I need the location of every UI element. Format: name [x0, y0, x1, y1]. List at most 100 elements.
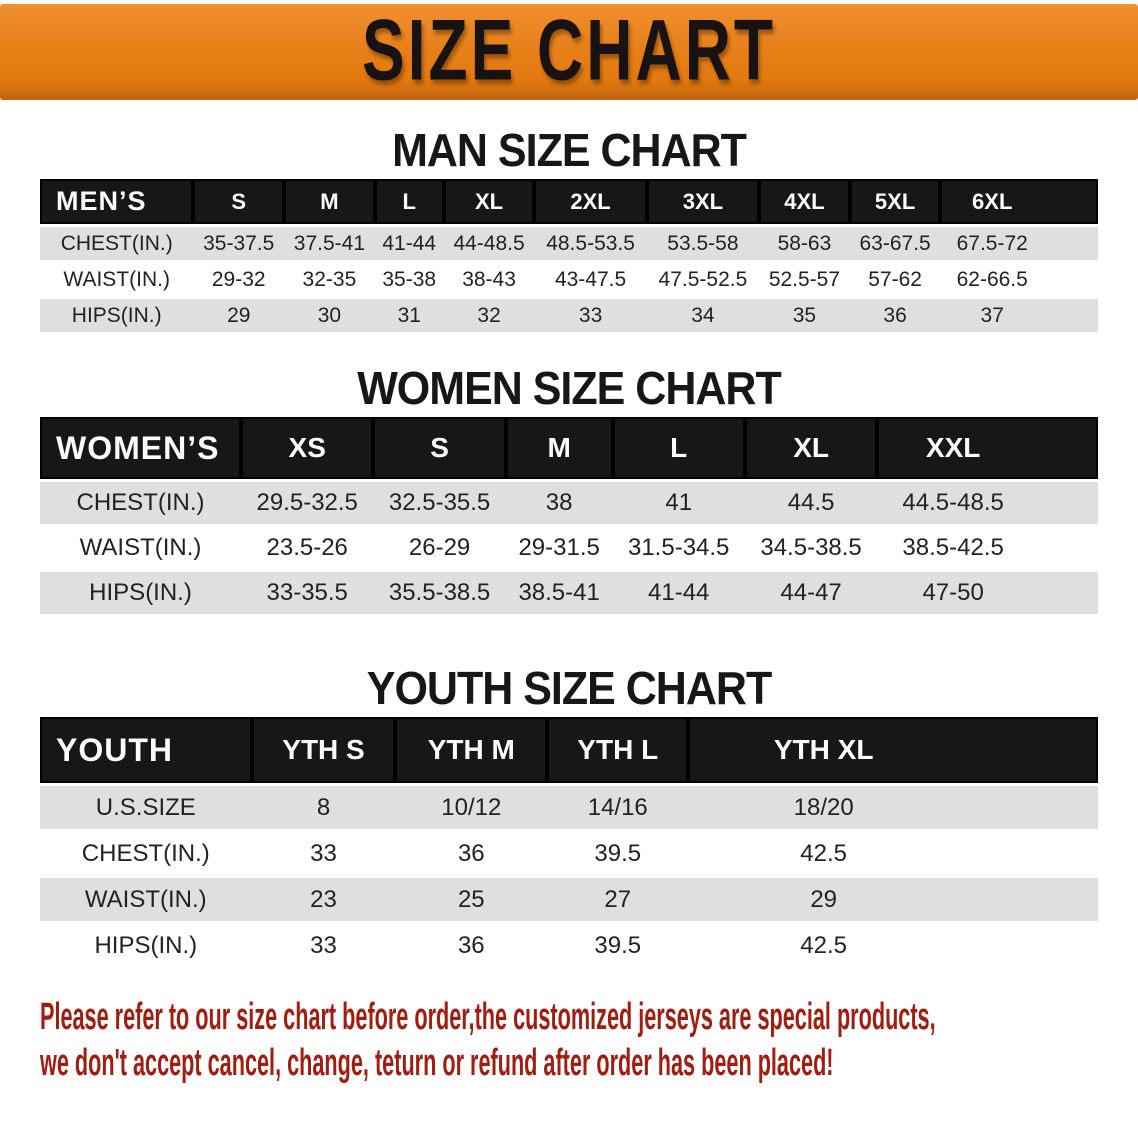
row-label-cell: HIPS(IN.): [40, 572, 242, 614]
value-cell: 44.5-48.5: [877, 482, 1098, 524]
value-cell: 39.5: [547, 924, 689, 967]
value-cell: 42.5: [688, 924, 1098, 967]
value-cell: 47-50: [877, 572, 1098, 614]
warning-line-2: we don't accept cancel, change, teturn o…: [40, 1042, 834, 1084]
table-group-label: YOUTH: [40, 717, 252, 783]
value-cell: 36: [849, 299, 941, 332]
value-cell: 44-48.5: [443, 227, 535, 260]
table-row: HIPS(IN.) 33 36 39.5 42.5: [40, 924, 1098, 967]
size-chart-banner: SIZE CHART: [0, 1, 1138, 100]
size-header-cell: YTH XL: [688, 717, 1098, 783]
warning-line-1: Please refer to our size chart before or…: [40, 996, 936, 1038]
women-size-section: WOMEN SIZE CHART WOMEN’S XS S M L XL XXL CHEST(…: [0, 363, 1138, 617]
women-size-table: WOMEN’S XS S M L XL XXL CHEST(IN.) 29.5-32.5 32.5…: [40, 414, 1098, 617]
value-cell: 33: [251, 924, 396, 967]
table-row: HIPS(IN.) 33-35.5 35.5-38.5 38.5-41 41-44 44-…: [40, 572, 1098, 614]
value-cell: 29-31.5: [505, 527, 613, 569]
value-cell: 29: [193, 299, 285, 332]
value-cell: 8: [251, 786, 396, 829]
table-group-label: WOMEN’S: [40, 417, 242, 479]
row-label-cell: U.S.SIZE: [40, 786, 252, 829]
value-cell: 34: [646, 299, 760, 332]
row-label-cell: HIPS(IN.): [40, 924, 252, 967]
men-section-title-text: MAN SIZE CHART: [392, 125, 747, 177]
youth-size-table: YOUTH YTH S YTH M YTH L YTH XL U.S.SIZE 8 10/12…: [40, 714, 1098, 970]
value-cell: 31.5-34.5: [612, 527, 745, 569]
size-header-cell: XL: [443, 179, 535, 224]
size-header-cell: YTH S: [251, 717, 396, 783]
value-cell: 41-44: [612, 572, 745, 614]
table-header-row: WOMEN’S XS S M L XL XXL: [40, 417, 1098, 479]
row-label-cell: WAIST(IN.): [40, 263, 194, 296]
value-cell: 43-47.5: [534, 263, 647, 296]
value-cell: 29-32: [193, 263, 285, 296]
value-cell: 29.5-32.5: [241, 482, 374, 524]
value-cell: 67.5-72: [940, 227, 1098, 260]
value-cell: 38: [505, 482, 613, 524]
row-label-cell: CHEST(IN.): [40, 227, 194, 260]
value-cell: 36: [395, 924, 548, 967]
value-cell: 38.5-42.5: [877, 527, 1098, 569]
value-cell: 25: [395, 878, 548, 921]
value-cell: 63-67.5: [849, 227, 941, 260]
value-cell: 31: [374, 299, 444, 332]
value-cell: 47.5-52.5: [646, 263, 760, 296]
value-cell: 53.5-58: [646, 227, 760, 260]
value-cell: 37: [940, 299, 1098, 332]
size-header-cell: XL: [744, 417, 878, 479]
size-header-cell: S: [193, 179, 285, 224]
table-group-label: MEN’S: [40, 179, 194, 224]
value-cell: 38-43: [443, 263, 535, 296]
value-cell: 29: [688, 878, 1098, 921]
size-header-cell: L: [374, 179, 444, 224]
value-cell: 26-29: [373, 527, 506, 569]
value-cell: 35.5-38.5: [373, 572, 506, 614]
value-cell: 48.5-53.5: [534, 227, 647, 260]
value-cell: 42.5: [688, 832, 1098, 875]
value-cell: 58-63: [759, 227, 850, 260]
value-cell: 32.5-35.5: [373, 482, 506, 524]
value-cell: 32-35: [284, 263, 375, 296]
value-cell: 33: [534, 299, 647, 332]
value-cell: 41-44: [374, 227, 444, 260]
size-header-cell: 6XL: [940, 179, 1098, 224]
youth-size-section: YOUTH SIZE CHART YOUTH YTH S YTH M YTH L YTH…: [0, 663, 1138, 970]
value-cell: 33: [251, 832, 396, 875]
order-warning-note: Please refer to our size chart before or…: [40, 994, 1138, 1086]
value-cell: 36: [395, 832, 548, 875]
value-cell: 35-37.5: [193, 227, 285, 260]
table-row: CHEST(IN.) 33 36 39.5 42.5: [40, 832, 1098, 875]
value-cell: 14/16: [547, 786, 689, 829]
value-cell: 34.5-38.5: [744, 527, 878, 569]
size-header-cell: M: [284, 179, 375, 224]
table-row: U.S.SIZE 8 10/12 14/16 18/20: [40, 786, 1098, 829]
value-cell: 35-38: [374, 263, 444, 296]
size-header-cell: L: [612, 417, 745, 479]
value-cell: 35: [759, 299, 850, 332]
table-row: WAIST(IN.) 23 25 27 29: [40, 878, 1098, 921]
size-header-cell: XS: [241, 417, 374, 479]
value-cell: 52.5-57: [759, 263, 850, 296]
value-cell: 33-35.5: [241, 572, 374, 614]
table-row: CHEST(IN.) 35-37.5 37.5-41 41-44 44-48.5 48.5…: [40, 227, 1098, 260]
row-label-cell: CHEST(IN.): [40, 832, 252, 875]
size-header-cell: YTH L: [547, 717, 689, 783]
size-header-cell: 2XL: [534, 179, 647, 224]
value-cell: 39.5: [547, 832, 689, 875]
value-cell: 57-62: [849, 263, 941, 296]
row-label-cell: HIPS(IN.): [40, 299, 194, 332]
table-header-row: YOUTH YTH S YTH M YTH L YTH XL: [40, 717, 1098, 783]
value-cell: 27: [547, 878, 689, 921]
table-row: WAIST(IN.) 23.5-26 26-29 29-31.5 31.5-34.5 34…: [40, 527, 1098, 569]
table-row: CHEST(IN.) 29.5-32.5 32.5-35.5 38 41 44.5 44.5…: [40, 482, 1098, 524]
size-header-cell: XXL: [877, 417, 1098, 479]
row-label-cell: CHEST(IN.): [40, 482, 242, 524]
youth-section-title-text: YOUTH SIZE CHART: [366, 663, 772, 715]
size-header-cell: 3XL: [646, 179, 760, 224]
men-size-section: MAN SIZE CHART MEN’S S M L XL 2XL 3XL 4XL 5XL 6XL…: [0, 125, 1138, 335]
size-header-cell: M: [505, 417, 613, 479]
value-cell: 10/12: [395, 786, 548, 829]
size-header-cell: S: [373, 417, 506, 479]
value-cell: 23: [251, 878, 396, 921]
women-section-title: WOMEN SIZE CHART: [0, 363, 1138, 415]
